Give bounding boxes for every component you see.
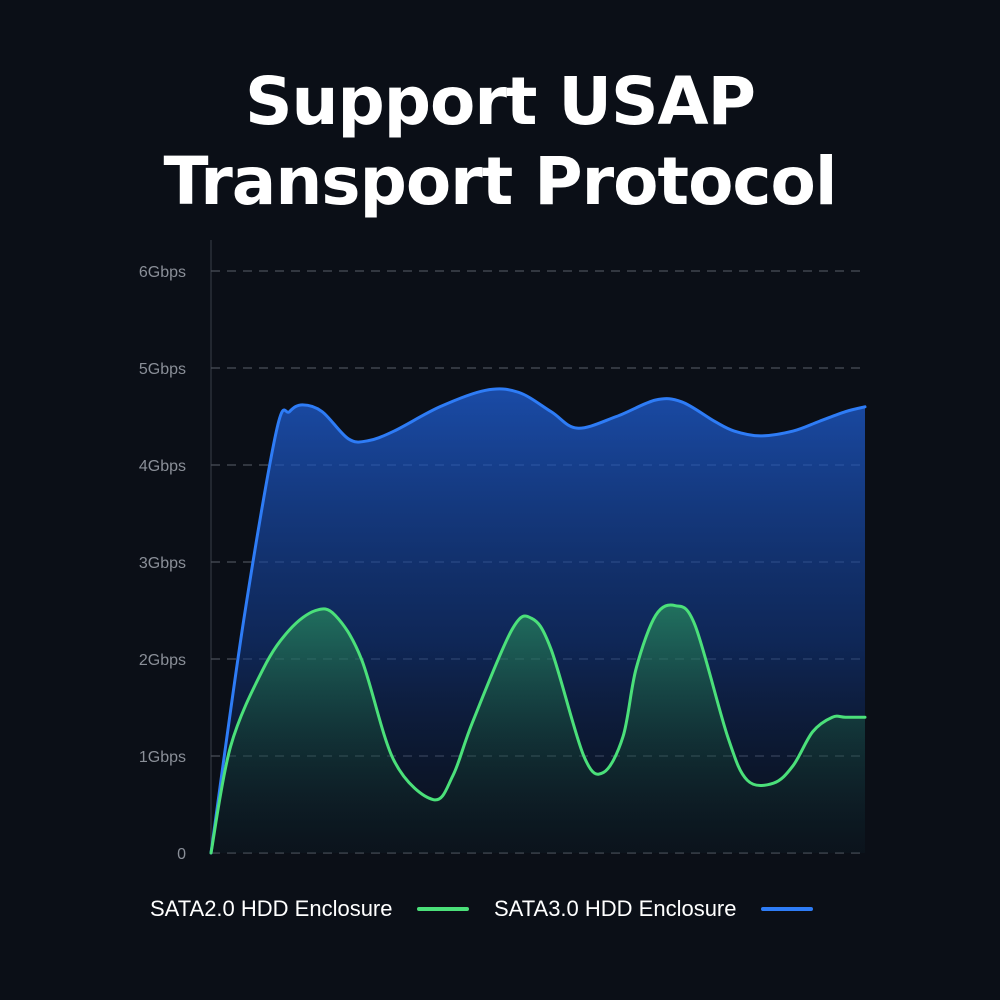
- y-tick-labels: 0 1Gbps 2Gbps 3Gbps 4Gbps 5Gbps 6Gbps: [139, 264, 186, 863]
- legend-swatch-sata2: [416, 907, 469, 911]
- series-layer: [209, 387, 867, 855]
- chart-title-line-1: Support USAP: [244, 63, 756, 140]
- legend: SATA2.0 HDD Enclosure SATA3.0 HDD Enclos…: [0, 892, 1000, 926]
- series-line-sata2: [209, 603, 867, 855]
- y-tick-label: 1Gbps: [139, 749, 186, 766]
- y-tick-label: 4Gbps: [139, 458, 186, 475]
- y-tick-label: 5Gbps: [139, 361, 186, 378]
- legend-item-sata3: SATA3.0 HDD Enclosure: [494, 892, 813, 926]
- series-area-sata2: [211, 605, 865, 853]
- series-line-sata3: [209, 387, 867, 855]
- y-tick-label: 6Gbps: [139, 264, 186, 281]
- legend-label-sata2: SATA2.0 HDD Enclosure: [150, 896, 393, 921]
- y-tick-label: 3Gbps: [139, 555, 186, 572]
- chart-title-line-2: Transport Protocol: [163, 143, 837, 220]
- y-tick-label: 0: [177, 846, 186, 863]
- legend-swatch-sata3: [760, 907, 813, 911]
- legend-label-sata3: SATA3.0 HDD Enclosure: [494, 896, 737, 921]
- legend-item-sata2: SATA2.0 HDD Enclosure: [150, 892, 469, 926]
- chart-title: Support USAP Transport Protocol: [0, 62, 1000, 222]
- y-tick-label: 2Gbps: [139, 652, 186, 669]
